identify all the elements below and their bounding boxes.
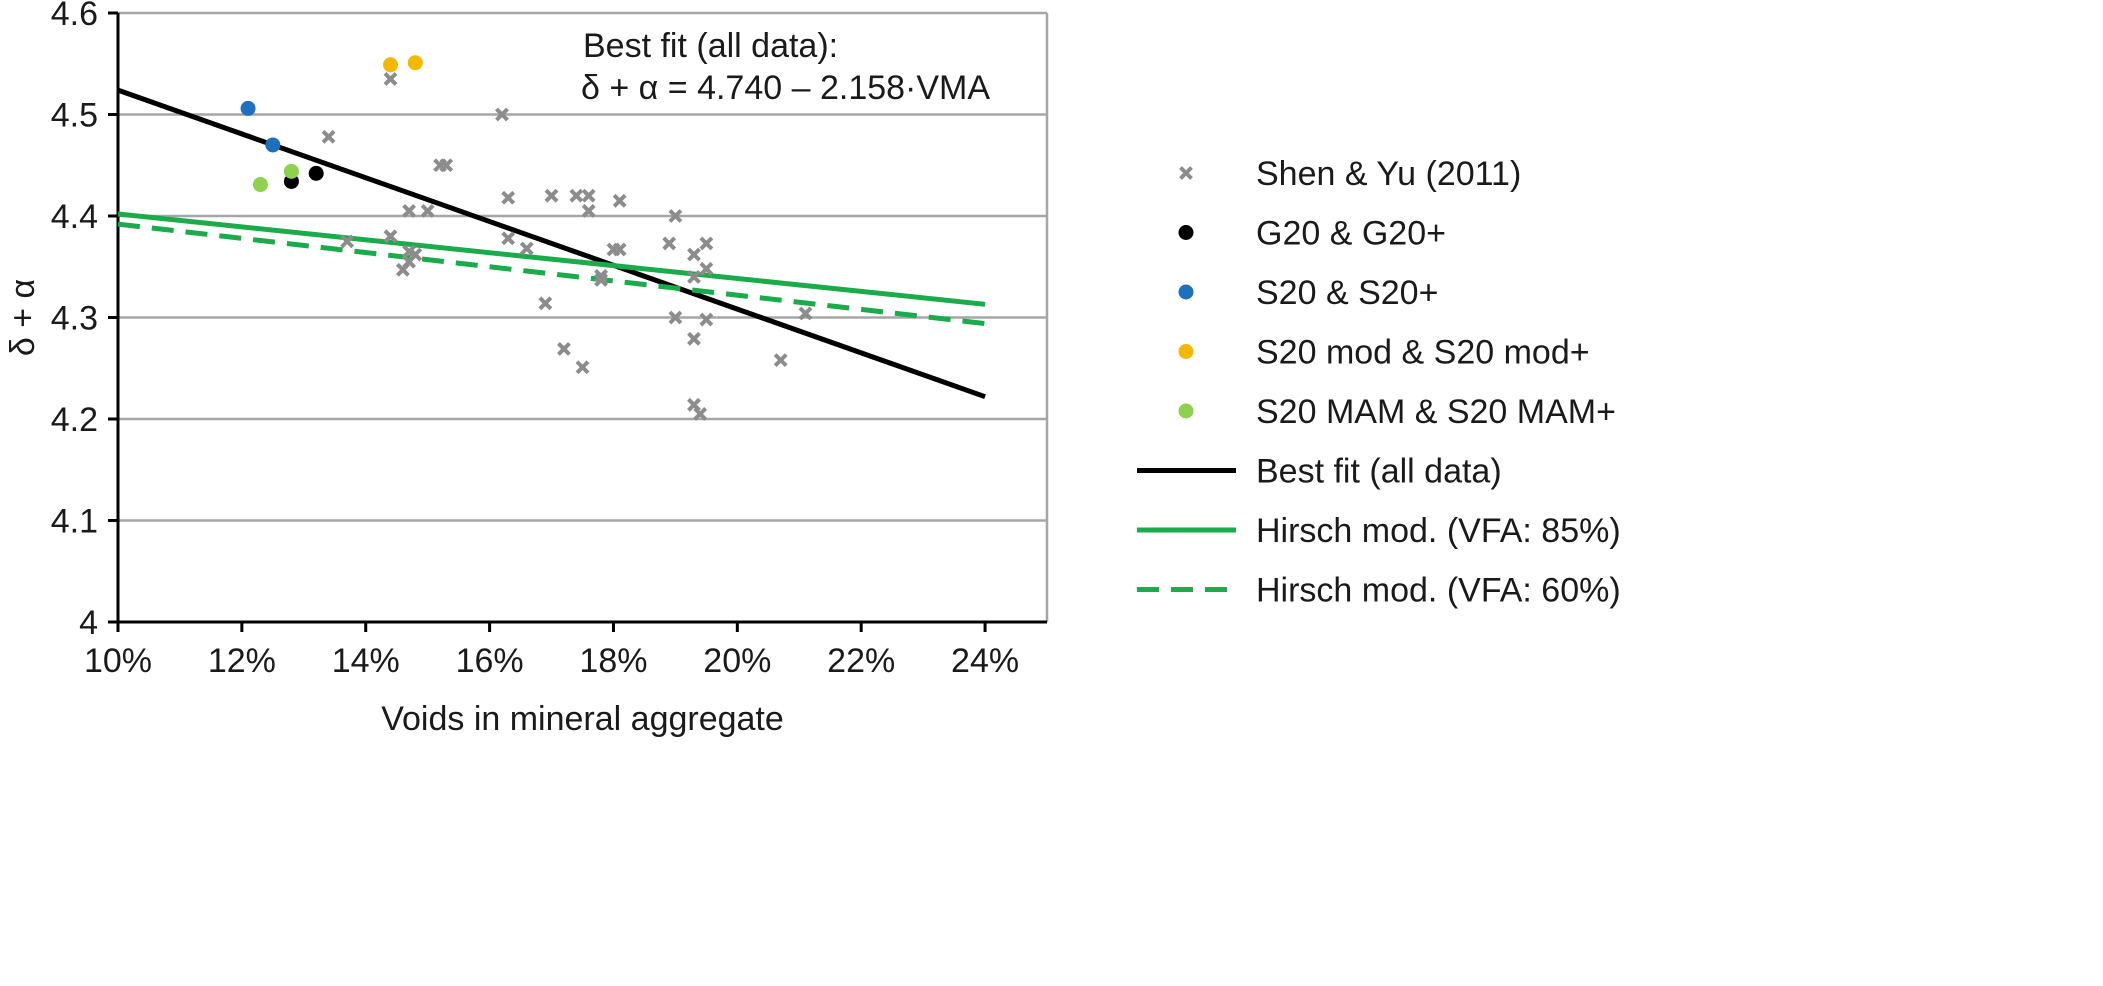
data-point-x: [519, 241, 534, 256]
series-points: [240, 100, 281, 153]
legend: Shen & Yu (2011) G20 & G20+ S20 & S20+ S20 …: [1137, 155, 1621, 610]
x-tick-label: 14%: [332, 642, 400, 680]
data-point: [407, 55, 423, 71]
series-points: [321, 72, 813, 421]
y-tick-label: 4.1: [51, 503, 98, 541]
data-point-x: [501, 231, 516, 246]
y-tick-label: 4.4: [51, 198, 98, 236]
series-line: [117, 211, 986, 307]
data-point-x: [662, 236, 677, 251]
data-point-x: [668, 209, 683, 223]
x-tick-label: 24%: [951, 642, 1019, 680]
fit-line: [117, 221, 986, 327]
fit-annotation-equation: δ + α = 4.740 – 2.158·VMA: [581, 69, 990, 107]
data-point-x: [699, 236, 714, 251]
x-tick-label: 18%: [579, 642, 647, 680]
legend-label: S20 & S20+: [1256, 274, 1438, 312]
x-tick-label: 20%: [703, 642, 771, 680]
y-tick-label: 4.6: [51, 0, 98, 33]
legend-item: G20 & G20+: [1178, 215, 1446, 253]
data-point-x: [544, 188, 559, 203]
series-line: [117, 87, 986, 400]
y-tick-label: 4.3: [51, 300, 98, 338]
y-tick-label: 4: [79, 604, 98, 642]
x-tick-label: 12%: [208, 642, 276, 680]
data-point-x: [687, 331, 701, 346]
data-point: [383, 57, 399, 73]
legend-marker: [1178, 344, 1194, 359]
data-point-x: [321, 129, 336, 144]
data-point-x: [495, 107, 509, 122]
data-point: [240, 100, 256, 116]
fit-annotation-title: Best fit (all data):: [583, 27, 838, 65]
series-line: [117, 221, 986, 327]
data-point-x: [668, 310, 683, 325]
data-point-x: [569, 188, 584, 203]
legend-item: S20 mod & S20 mod+: [1178, 334, 1590, 372]
x-axis-title: Voids in mineral aggregate: [381, 700, 784, 738]
legend-item: S20 & S20+: [1178, 274, 1438, 312]
data-point-x: [612, 242, 627, 257]
data-point-x: [501, 190, 516, 205]
x-tick-label: 16%: [456, 642, 524, 680]
data-point-x: [581, 204, 596, 218]
legend-label: S20 MAM & S20 MAM+: [1256, 393, 1616, 431]
legend-item: Hirsch mod. (VFA: 60%): [1137, 572, 1621, 610]
data-point-x: [594, 268, 608, 283]
series-points: [383, 55, 423, 73]
legend-label: Shen & Yu (2011): [1256, 155, 1521, 193]
data-point-x: [693, 407, 708, 421]
y-tick-label: 4.2: [51, 401, 98, 439]
legend-item: Best fit (all data): [1137, 453, 1502, 491]
gridlines: [118, 11, 1049, 622]
data-point-x: [594, 273, 608, 287]
legend-marker: [1179, 166, 1193, 180]
data-point-x: [581, 188, 596, 203]
tick-labels: 4 4.1 4.2 4.3 4.4 4.5 4.6 10% 12% 14% 16% 18% 20% 22%…: [51, 0, 1019, 680]
data-point-x: [420, 204, 435, 218]
legend-marker: [1178, 403, 1194, 419]
data-point-x: [687, 247, 701, 262]
legend-item: Hirsch mod. (VFA: 85%): [1137, 512, 1621, 550]
legend-item: Shen & Yu (2011): [1179, 155, 1521, 193]
fit-line: [117, 87, 986, 400]
y-tick-label: 4.5: [51, 97, 98, 135]
x-tick-label: 10%: [84, 642, 152, 680]
legend-marker: [1178, 284, 1194, 300]
data-point-x: [395, 262, 410, 277]
plot-area: [117, 55, 986, 421]
data-point-x: [687, 397, 701, 412]
legend-label: Hirsch mod. (VFA: 60%): [1256, 572, 1621, 610]
x-tick-label: 22%: [827, 642, 895, 680]
legend-label: Best fit (all data): [1256, 453, 1502, 491]
legend-marker: [1178, 225, 1194, 240]
data-point: [308, 165, 324, 181]
data-point-x: [699, 312, 714, 327]
y-axis-title: δ + α: [4, 279, 42, 356]
data-point-x: [557, 342, 571, 356]
data-point-x: [538, 296, 553, 311]
legend-label: G20 & G20+: [1256, 215, 1446, 253]
data-point: [265, 137, 281, 153]
data-point: [283, 163, 299, 179]
data-point-x: [340, 234, 355, 249]
data-point-x: [383, 229, 398, 244]
data-point-x: [773, 353, 788, 368]
axes: [108, 11, 1047, 632]
legend-label: Hirsch mod. (VFA: 85%): [1256, 512, 1621, 550]
data-point-x: [439, 158, 454, 173]
legend-item: S20 MAM & S20 MAM+: [1178, 393, 1616, 431]
data-point-x: [383, 72, 398, 86]
data-point-x: [612, 193, 627, 208]
data-point: [252, 177, 268, 193]
data-point-x: [798, 306, 813, 321]
legend-label: S20 mod & S20 mod+: [1256, 334, 1590, 372]
fit-line: [117, 211, 986, 307]
data-point-x: [699, 261, 714, 276]
data-point-x: [575, 360, 590, 375]
data-point-x: [402, 204, 417, 218]
series-points: [252, 163, 299, 193]
data-point-x: [687, 269, 701, 284]
